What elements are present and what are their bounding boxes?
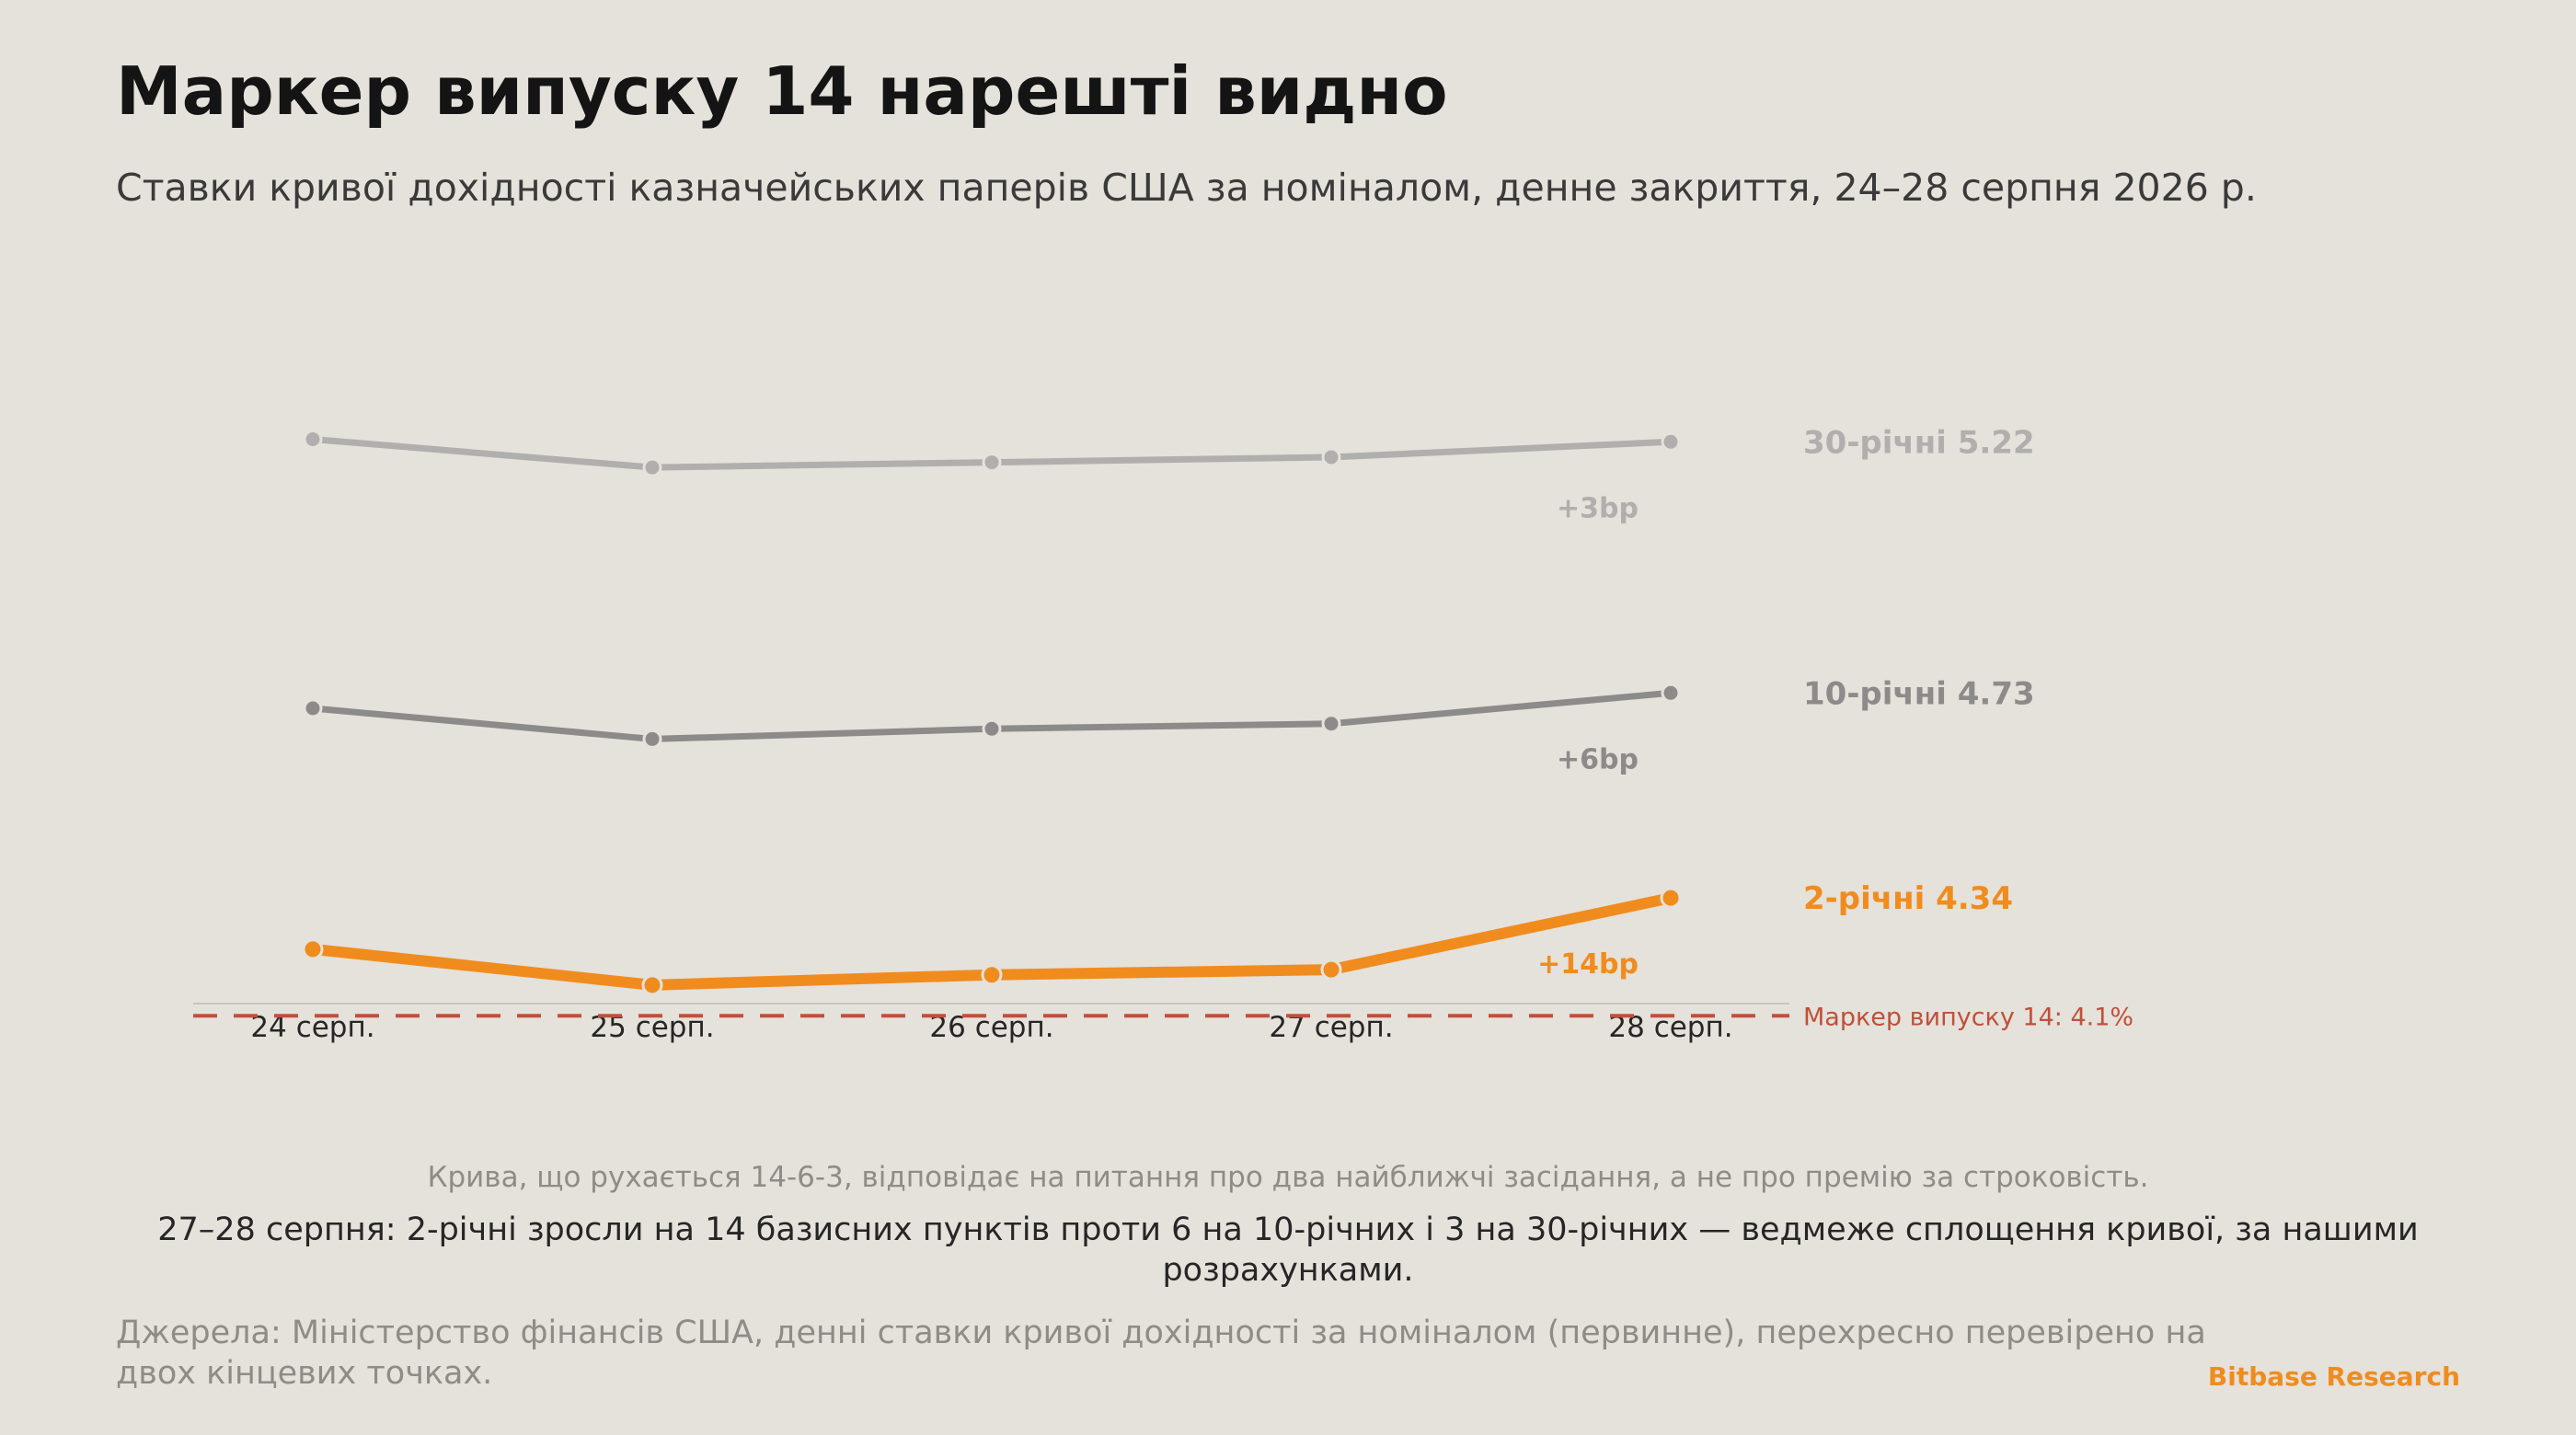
- change-label-10y: +6bp: [1557, 743, 1639, 775]
- data-point-10y: [642, 729, 662, 749]
- data-point-10y: [1661, 683, 1681, 703]
- series-label-10y: 10-річні 4.73: [1803, 675, 2035, 712]
- data-point-30y: [1321, 447, 1341, 467]
- chart-title: Маркер випуску 14 нарешті видно: [116, 52, 1448, 130]
- data-point-2y: [1320, 959, 1342, 981]
- data-point-10y: [982, 718, 1002, 739]
- x-tick-label: 24 серп.: [250, 1011, 374, 1044]
- chart-note: Крива, що рухається 14-6-3, відповідає н…: [427, 1161, 2149, 1194]
- data-point-2y: [981, 964, 1003, 986]
- reference-label: Маркер випуску 14: 4.1%: [1803, 1003, 2133, 1031]
- data-point-30y: [982, 453, 1002, 473]
- x-axis: 24 серп. 25 серп. 26 серп. 27 серп. 28 серп.: [193, 1003, 1789, 1044]
- data-point-30y: [303, 430, 323, 449]
- data-point-2y: [302, 938, 324, 960]
- series-10y: 10-річні 4.73 +6bp: [303, 675, 2035, 775]
- series-label-2y: 2-річні 4.34: [1803, 880, 2013, 917]
- data-point-2y: [1660, 887, 1682, 909]
- change-label-30y: +3bp: [1557, 492, 1639, 524]
- series-2y: 2-річні 4.34 +14bp: [302, 880, 2013, 996]
- sources-text: Джерела: Міністерство фінансів США, денн…: [116, 1314, 2206, 1392]
- reference-marker: Маркер випуску 14: 4.1%: [193, 1003, 2133, 1031]
- series-label-30y: 30-річні 5.22: [1803, 424, 2035, 461]
- data-point-10y: [303, 698, 323, 718]
- series-group: 30-річні 5.22 +3bp 10-річні 4.73 +6bp 2-річн…: [302, 424, 2035, 996]
- x-tick-label: 26 серп.: [929, 1011, 1053, 1044]
- data-point-2y: [641, 974, 663, 996]
- brand-logo: Bitbase Research: [2207, 1361, 2460, 1392]
- data-point-10y: [1321, 714, 1341, 734]
- yield-line-chart: 24 серп. 25 серп. 26 серп. 27 серп. 28 серп.…: [193, 424, 2133, 1044]
- data-point-30y: [1661, 431, 1681, 452]
- change-label-2y: +14bp: [1537, 948, 1639, 981]
- data-point-30y: [642, 457, 662, 477]
- chart-takeaway: 27–28 серпня: 2-річні зросли на 14 базис…: [157, 1211, 2419, 1289]
- chart-subtitle: Ставки кривої дохідності казначейських п…: [116, 166, 2257, 210]
- series-30y: 30-річні 5.22 +3bp: [303, 424, 2035, 524]
